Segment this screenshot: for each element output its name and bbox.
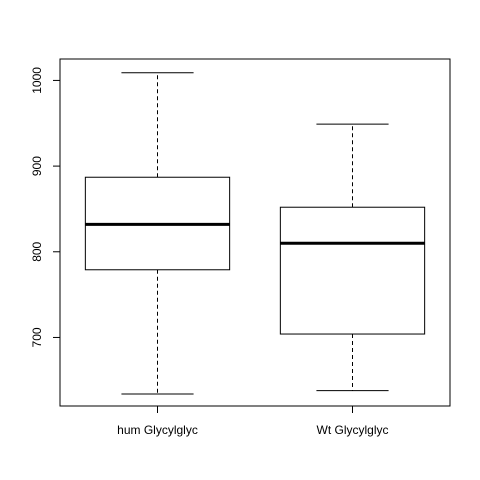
plot-frame — [59, 58, 451, 407]
y-tick-label: 900 — [30, 156, 44, 176]
y-tick-label: 1000 — [30, 67, 44, 94]
x-category-label: Wt Glycylglyc — [317, 423, 389, 437]
y-axis: 700 800 900 1000 — [30, 67, 60, 347]
iqr-box — [279, 206, 426, 335]
y-tick-label: 800 — [30, 241, 44, 261]
box-group — [279, 123, 426, 392]
y-tick-label: 700 — [30, 327, 44, 347]
x-category-label: hum Glycylglyc — [117, 423, 198, 437]
x-axis: hum Glycylglyc Wt Glycylglyc — [117, 406, 389, 437]
box-group — [84, 72, 231, 395]
boxes-layer — [84, 72, 426, 395]
